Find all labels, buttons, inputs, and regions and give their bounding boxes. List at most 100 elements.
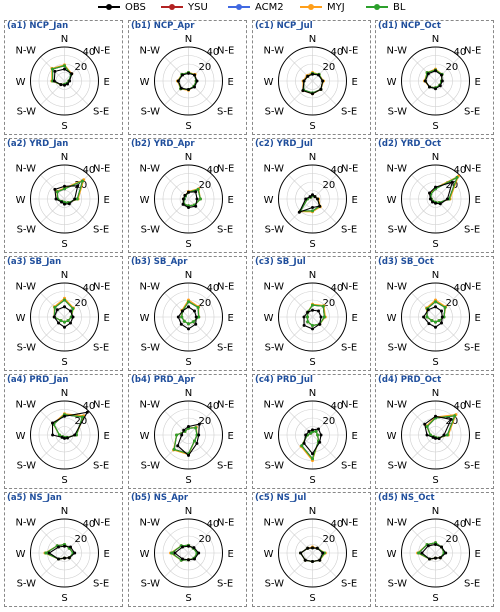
data-point-bl bbox=[76, 198, 79, 201]
radar-panel: 20 40 N N-E E S-E S S-W W N-W (d3) SB_Oct bbox=[375, 256, 494, 371]
data-point-obs bbox=[311, 327, 314, 330]
direction-label: N bbox=[309, 270, 316, 281]
data-point-obs bbox=[194, 190, 197, 193]
direction-label: S bbox=[432, 121, 438, 132]
direction-label: N-E bbox=[464, 46, 481, 57]
grid-spoke bbox=[313, 553, 337, 577]
direction-label: E bbox=[228, 313, 234, 324]
data-point-obs bbox=[182, 429, 185, 432]
tick-label: 20 bbox=[445, 534, 458, 545]
data-point-bl bbox=[199, 198, 202, 201]
data-point-obs bbox=[196, 80, 199, 83]
direction-label: E bbox=[352, 431, 358, 442]
radar-chart: 20 40 N N-E E S-E S S-W W N-W bbox=[376, 257, 495, 372]
data-point-obs bbox=[57, 546, 60, 549]
direction-label: S-E bbox=[464, 224, 480, 235]
data-point-obs bbox=[68, 202, 71, 205]
data-point-obs bbox=[187, 545, 190, 548]
data-point-bl bbox=[81, 180, 84, 183]
panel-label: (c2) YRD_Jul bbox=[255, 139, 313, 149]
radar-chart: 20 40 N N-E E S-E S S-W W N-W bbox=[376, 21, 495, 136]
data-point-obs bbox=[193, 86, 196, 89]
data-point-obs bbox=[301, 89, 304, 92]
direction-label: W bbox=[387, 313, 397, 324]
legend-swatch bbox=[366, 6, 388, 8]
direction-label: S bbox=[309, 593, 315, 604]
direction-label: N bbox=[61, 388, 68, 399]
grid-spoke bbox=[288, 57, 312, 81]
direction-label: S-E bbox=[341, 578, 357, 589]
direction-label: W bbox=[16, 549, 26, 560]
radar-chart: 20 40 N N-E E S-E S S-W W N-W bbox=[5, 257, 124, 372]
data-point-obs bbox=[306, 311, 309, 314]
direction-label: S-W bbox=[17, 224, 37, 235]
grid-spoke bbox=[164, 199, 188, 223]
data-point-obs bbox=[68, 80, 71, 83]
direction-label: W bbox=[264, 77, 274, 88]
direction-label: S bbox=[432, 239, 438, 250]
data-point-obs bbox=[181, 310, 184, 313]
panel-label: (b5) NS_Apr bbox=[131, 493, 188, 503]
radar-chart: 20 40 N N-E E S-E S S-W W N-W bbox=[5, 375, 124, 490]
data-point-obs bbox=[303, 316, 306, 319]
radar-panel: 20 40 N N-E E S-E S S-W W N-W (c2) YRD_Jul bbox=[252, 138, 371, 253]
data-point-bl bbox=[56, 190, 59, 193]
direction-label: S-E bbox=[464, 460, 480, 471]
data-point-obs bbox=[181, 546, 184, 549]
direction-label: S-E bbox=[93, 578, 109, 589]
legend-label: YSU bbox=[188, 2, 208, 13]
data-point-obs bbox=[192, 546, 195, 549]
data-point-obs bbox=[53, 80, 56, 83]
data-point-obs bbox=[316, 198, 319, 201]
data-point-obs bbox=[182, 203, 185, 206]
direction-label: W bbox=[140, 313, 150, 324]
data-point-obs bbox=[48, 552, 51, 555]
data-point-obs bbox=[187, 305, 190, 308]
direction-label: N bbox=[432, 270, 439, 281]
grid-spoke bbox=[288, 175, 312, 199]
direction-label: N bbox=[309, 388, 316, 399]
grid-spoke bbox=[411, 57, 435, 81]
data-point-obs bbox=[434, 69, 437, 72]
data-point-obs bbox=[429, 198, 432, 201]
direction-label: S bbox=[309, 475, 315, 486]
radar-panel: 20 40 N N-E E S-E S S-W W N-W (d2) YRD_Oct bbox=[375, 138, 494, 253]
direction-label: S bbox=[61, 475, 67, 486]
direction-label: S-E bbox=[341, 106, 357, 117]
direction-label: W bbox=[140, 431, 150, 442]
direction-label: S bbox=[309, 357, 315, 368]
direction-label: E bbox=[475, 431, 481, 442]
panel-label: (d4) PRD_Oct bbox=[378, 375, 441, 385]
direction-label: N-W bbox=[386, 518, 407, 529]
data-point-obs bbox=[187, 72, 190, 75]
direction-label: N-W bbox=[263, 46, 284, 57]
data-point-bl bbox=[323, 316, 326, 319]
direction-label: E bbox=[228, 431, 234, 442]
direction-label: E bbox=[475, 313, 481, 324]
data-point-obs bbox=[59, 83, 62, 86]
data-point-obs bbox=[69, 546, 72, 549]
data-point-obs bbox=[321, 552, 324, 555]
data-point-bl bbox=[444, 306, 447, 309]
data-point-bl bbox=[197, 188, 200, 191]
data-point-obs bbox=[427, 544, 430, 547]
direction-label: S-W bbox=[388, 342, 408, 353]
direction-label: N-W bbox=[15, 282, 36, 293]
data-point-obs bbox=[316, 547, 319, 550]
data-point-obs bbox=[180, 434, 183, 437]
radar-panel: 20 40 N N-E E S-E S S-W W N-W (d4) PRD_Oct bbox=[375, 374, 494, 489]
data-point-obs bbox=[439, 202, 442, 205]
panel-label: (c4) PRD_Jul bbox=[255, 375, 313, 385]
grid-spoke bbox=[189, 199, 213, 223]
panel-label: (a5) NS_Jan bbox=[7, 493, 62, 503]
tick-label: 20 bbox=[74, 62, 87, 73]
panel-label: (d2) YRD_Oct bbox=[378, 139, 441, 149]
direction-label: S-W bbox=[141, 342, 161, 353]
data-point-obs bbox=[451, 181, 454, 184]
data-point-obs bbox=[443, 434, 446, 437]
grid-spoke bbox=[164, 81, 188, 105]
data-point-obs bbox=[441, 80, 444, 83]
direction-label: N-E bbox=[464, 282, 481, 293]
data-point-obs bbox=[320, 316, 323, 319]
data-point-obs bbox=[318, 441, 321, 444]
